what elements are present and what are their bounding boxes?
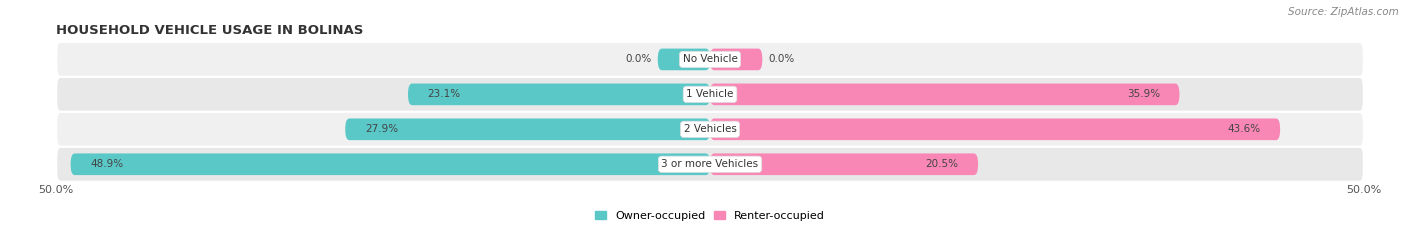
Text: 27.9%: 27.9% — [364, 124, 398, 134]
Text: 20.5%: 20.5% — [925, 159, 959, 169]
FancyBboxPatch shape — [710, 154, 979, 175]
FancyBboxPatch shape — [56, 42, 1364, 77]
Text: 2 Vehicles: 2 Vehicles — [683, 124, 737, 134]
Text: 43.6%: 43.6% — [1227, 124, 1261, 134]
FancyBboxPatch shape — [56, 77, 1364, 112]
Text: 35.9%: 35.9% — [1126, 89, 1160, 99]
FancyBboxPatch shape — [710, 84, 1180, 105]
FancyBboxPatch shape — [56, 112, 1364, 147]
FancyBboxPatch shape — [56, 147, 1364, 182]
Text: 48.9%: 48.9% — [90, 159, 124, 169]
FancyBboxPatch shape — [346, 118, 710, 140]
FancyBboxPatch shape — [658, 49, 710, 70]
Text: 0.0%: 0.0% — [624, 55, 651, 64]
Legend: Owner-occupied, Renter-occupied: Owner-occupied, Renter-occupied — [595, 211, 825, 221]
FancyBboxPatch shape — [408, 84, 710, 105]
Text: No Vehicle: No Vehicle — [682, 55, 738, 64]
Text: 3 or more Vehicles: 3 or more Vehicles — [661, 159, 759, 169]
Text: 0.0%: 0.0% — [769, 55, 796, 64]
Text: HOUSEHOLD VEHICLE USAGE IN BOLINAS: HOUSEHOLD VEHICLE USAGE IN BOLINAS — [56, 24, 364, 37]
Text: 1 Vehicle: 1 Vehicle — [686, 89, 734, 99]
Text: Source: ZipAtlas.com: Source: ZipAtlas.com — [1288, 7, 1399, 17]
FancyBboxPatch shape — [70, 154, 710, 175]
FancyBboxPatch shape — [710, 49, 762, 70]
Text: 23.1%: 23.1% — [427, 89, 461, 99]
FancyBboxPatch shape — [710, 118, 1279, 140]
